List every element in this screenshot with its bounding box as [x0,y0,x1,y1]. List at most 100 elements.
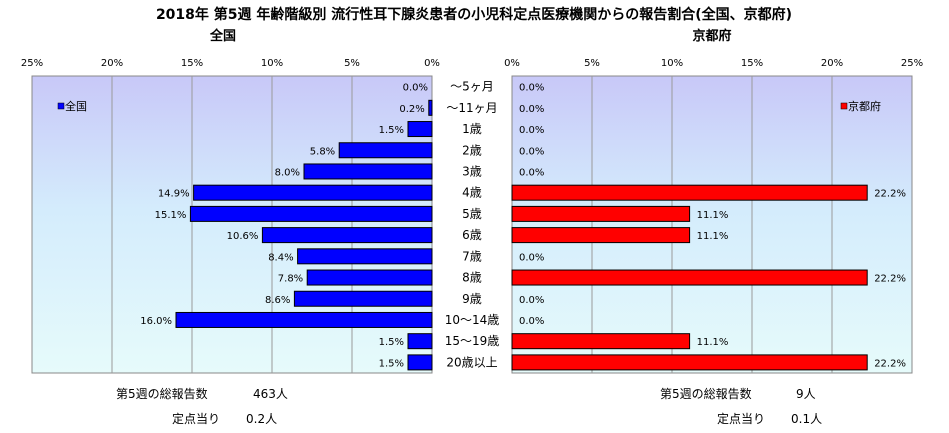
left-tick-labels: 25% 20% 15% 10% 5% 0% [21,58,440,69]
category-label: ～11ヶ月 [446,101,497,115]
kyoto-value-label: 0.0% [519,104,544,115]
national-total-value: 463人 [253,387,288,401]
left-data-labels: 0.0% 0.2% 1.5% 5.8% 8.0% 14.9% 15.1% 10.6% 8.4% 7… [140,83,428,370]
national-value-label: 1.5% [379,358,404,369]
kyoto-value-label: 0.0% [519,83,544,94]
national-value-label: 0.0% [403,83,428,94]
category-label: 6歳 [462,228,482,242]
left-tick-label: 25% [21,58,43,69]
kyoto-value-label: 0.0% [519,125,544,136]
category-label: 4歳 [462,186,482,200]
kyoto-value-label: 22.2% [874,189,906,200]
category-labels: ～5ヶ月 ～11ヶ月 1歳 2歳 3歳 4歳 5歳 6歳 7歳 8歳 9歳 10～14歳 15～19歳 2… [445,80,500,370]
national-value-label: 14.9% [158,189,190,200]
kyoto-total-label: 第5週の総報告数 [660,386,752,401]
right-tick-label: 10% [661,58,683,69]
kyoto-bar [511,205,691,222]
legend-kyoto-label: 京都府 [848,99,881,113]
kyoto-total-value: 9人 [796,387,816,401]
national-value-label: 15.1% [155,210,187,221]
kyoto-bar [511,354,868,371]
right-tick-label: 20% [821,58,843,69]
kyoto-value-label: 0.0% [519,146,544,157]
national-value-label: 7.8% [278,274,303,285]
national-value-label: 10.6% [227,231,259,242]
legend-national-label: 全国 [65,99,87,113]
national-per-value: 0.2人 [246,412,277,426]
national-value-label: 1.5% [379,125,404,136]
kyoto-bar [511,184,868,201]
national-value-label: 16.0% [140,316,172,327]
category-label: 2歳 [462,143,482,157]
kyoto-value-label: 22.2% [874,358,906,369]
left-bars [175,99,433,371]
left-tick-label: 10% [261,58,283,69]
kyoto-value-label: 0.0% [519,252,544,263]
national-bar [303,163,433,180]
national-bar [407,121,433,138]
kyoto-value-label: 11.1% [697,337,729,348]
national-bar [175,311,433,328]
right-panel-title: 京都府 [692,28,731,44]
left-tick-label: 0% [424,58,440,69]
left-tick-label: 5% [344,58,360,69]
category-label: 5歳 [462,207,482,221]
national-bar [297,248,433,265]
national-bar [428,99,433,116]
national-bar [189,205,433,222]
right-tick-label: 0% [504,58,520,69]
national-value-label: 0.2% [399,104,424,115]
category-label: 3歳 [462,164,482,178]
kyoto-value-label: 0.0% [519,316,544,327]
national-bar [407,333,433,350]
national-value-label: 8.4% [268,252,293,263]
national-bar [338,142,433,159]
category-label: 9歳 [462,292,482,306]
category-label: 15～19歳 [445,334,500,348]
right-tick-label: 5% [584,58,600,69]
legend-national: 全国 [57,99,87,113]
kyoto-bar [511,227,691,244]
right-plot-area [511,75,913,374]
right-data-labels: 0.0% 0.0% 0.0% 0.0% 0.0% 22.2% 11.1% 11.1% 0.0% 2… [519,83,906,370]
national-per-label: 定点当り [172,411,220,426]
category-label: 7歳 [462,249,482,263]
left-panel-title: 全国 [209,28,236,44]
kyoto-value-label: 11.1% [697,210,729,221]
category-label: ～5ヶ月 [450,80,494,94]
kyoto-value-label: 0.0% [519,295,544,306]
kyoto-value-label: 11.1% [697,231,729,242]
left-tick-label: 20% [101,58,123,69]
category-label: 20歳以上 [446,355,497,369]
national-bar [261,227,433,244]
left-tick-label: 15% [181,58,203,69]
national-value-label: 8.6% [265,295,290,306]
kyoto-per-label: 定点当り [717,411,765,426]
national-bar [306,269,433,286]
national-value-label: 1.5% [379,337,404,348]
legend-kyoto: 京都府 [840,99,881,113]
legend-national-swatch [57,102,65,110]
national-bar [293,290,433,307]
category-label: 10～14歳 [445,313,500,327]
category-label: 8歳 [462,271,482,285]
kyoto-bar [511,269,868,286]
national-total-label: 第5週の総報告数 [116,386,208,401]
national-bar [407,354,433,371]
national-value-label: 8.0% [275,167,300,178]
national-value-label: 5.8% [310,146,335,157]
category-label: 1歳 [462,122,482,136]
kyoto-bar [511,333,691,350]
legend-kyoto-swatch [840,102,848,110]
right-gridlines [591,76,833,373]
national-bar [193,184,433,201]
right-tick-labels: 0% 5% 10% 15% 20% 25% [504,58,923,69]
chart-title: 2018年 第5週 年齢階級別 流行性耳下腺炎患者の小児科定点医療機関からの報告… [156,6,792,23]
right-bars [511,184,868,371]
left-plot-area [31,75,433,374]
right-tick-label: 25% [901,58,923,69]
right-tick-label: 15% [741,58,763,69]
kyoto-per-value: 0.1人 [791,412,822,426]
kyoto-value-label: 0.0% [519,167,544,178]
